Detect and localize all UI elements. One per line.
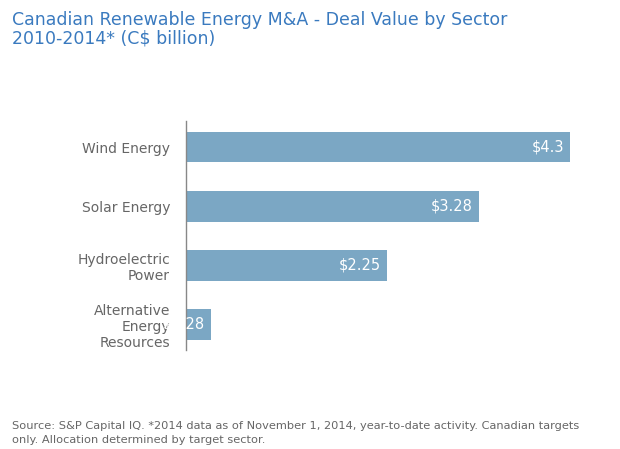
Bar [186,309,211,340]
Text: $2.25: $2.25 [339,258,381,273]
Text: 2010-2014* (C$ billion): 2010-2014* (C$ billion) [12,29,216,47]
Text: $4.3: $4.3 [531,140,564,154]
Text: Source: S&P Capital IQ. *2014 data as of November 1, 2014, year-to-date activity: Source: S&P Capital IQ. *2014 data as of… [12,421,580,445]
Text: $0.28: $0.28 [162,317,205,332]
Bar [186,191,479,221]
Text: $3.28: $3.28 [431,198,473,214]
Bar [186,132,570,163]
Bar [186,250,387,281]
Text: Canadian Renewable Energy M&A - Deal Value by Sector: Canadian Renewable Energy M&A - Deal Val… [12,11,508,29]
